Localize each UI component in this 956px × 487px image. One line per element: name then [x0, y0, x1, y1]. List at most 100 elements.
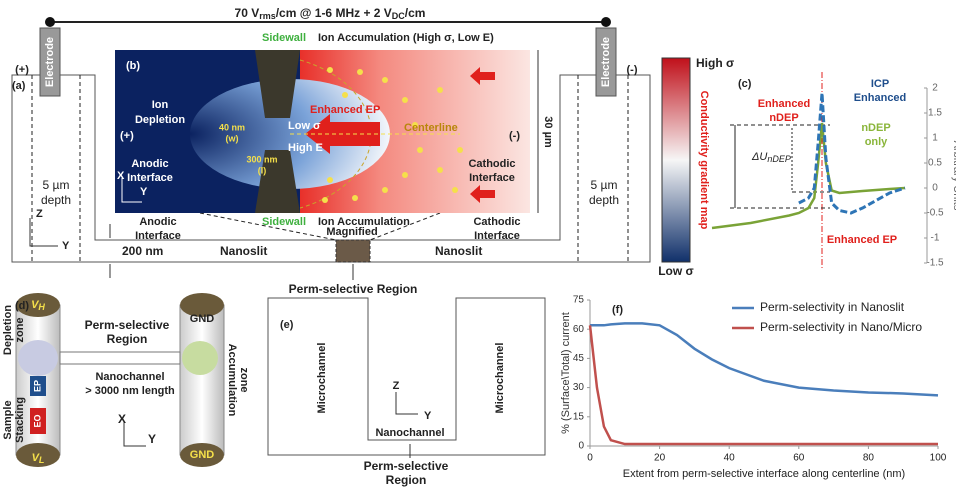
axis-letter: Z	[36, 208, 43, 220]
reservoir	[180, 305, 224, 455]
polarity: (+)	[120, 130, 134, 142]
interface-label: Cathodic	[473, 216, 520, 228]
circle	[402, 172, 408, 178]
high-e-label: High E	[288, 142, 323, 154]
nanochannel-label: > 3000 nm length	[85, 385, 175, 397]
y-tick-label: 1	[932, 133, 938, 144]
y-tick-label: 15	[573, 411, 585, 422]
depletion-label: Depletion	[2, 305, 14, 355]
ndep-label: Enhanced	[758, 98, 811, 110]
axes-icon	[396, 392, 418, 414]
electrode-label: Electrode	[44, 37, 56, 87]
y-tick-label: 75	[573, 295, 585, 306]
circle	[452, 187, 458, 193]
axes-icon	[124, 422, 146, 446]
x-tick-label: 40	[724, 453, 736, 464]
text: DC	[392, 11, 405, 21]
accumulation-label: Ion Accumulation	[318, 216, 410, 228]
stacking-label: Stacking	[14, 397, 26, 443]
depletion-label: zone	[14, 317, 26, 342]
ndep-only-label: nDEP	[861, 122, 890, 134]
text: ΔU	[751, 151, 767, 163]
centerline-label: Centerline	[404, 122, 458, 134]
text: nDEP	[767, 154, 791, 164]
text: /cm	[405, 6, 426, 20]
legend-label: Perm-selectivity in Nano/Micro	[760, 320, 922, 334]
width-label: (w)	[226, 133, 239, 143]
accumulation-label: Ion Accumulation (High σ, Low E)	[318, 32, 494, 44]
low-sigma-label: Low σ	[288, 120, 321, 132]
circle	[417, 147, 423, 153]
panel-label: (d)	[15, 300, 29, 312]
y-tick-label: 45	[573, 353, 585, 364]
interface-label: Interface	[469, 172, 515, 184]
region-label: Perm-selective	[364, 459, 449, 473]
circle	[322, 197, 328, 203]
axis-letter: X	[117, 170, 125, 182]
y-tick-label: 0	[578, 441, 584, 452]
panel-label: (e)	[280, 319, 294, 331]
icp-label: Enhanced	[854, 92, 907, 104]
region-label: Perm-selective	[85, 318, 170, 332]
delta-u-label: ΔUnDEP	[751, 151, 791, 164]
x-tick-label: 80	[863, 453, 875, 464]
colorbar-high: High σ	[696, 56, 734, 70]
nanoslit-label: Nanoslit	[435, 244, 482, 258]
y-tick-label: 30	[573, 382, 585, 393]
circle	[382, 77, 388, 83]
y-tick-label: 1.5	[928, 108, 942, 119]
accumulation-label: zone	[238, 367, 250, 392]
polarity: (-)	[509, 130, 520, 142]
series-line	[590, 325, 938, 444]
x-tick-label: 60	[793, 453, 805, 464]
depletion-zone	[18, 340, 58, 376]
axis-letter: X	[118, 412, 126, 426]
y-tick-label: 0.5	[928, 158, 942, 169]
microchannel-label: Microchannel	[494, 343, 506, 414]
y-tick-label: -1	[931, 233, 940, 244]
x-axis-label: Extent from perm-selective interface alo…	[623, 468, 905, 480]
icp-label: ICP	[871, 78, 889, 90]
panel-label: (f)	[612, 304, 623, 316]
ep-label: EP	[32, 380, 42, 392]
interface-label: Anodic	[139, 216, 176, 228]
voltage-label: 70 Vrms/cm @ 1-6 MHz + 2 VDC/cm	[235, 6, 426, 21]
accumulation-label: Accumulation	[226, 344, 238, 417]
circle	[437, 167, 443, 173]
interface-label: Anodic	[131, 158, 168, 170]
ndep-only-label: only	[865, 136, 888, 148]
panel-label: (c)	[738, 78, 752, 90]
sidewall-label: Sidewall	[262, 32, 306, 44]
text: /cm @ 1-6 MHz + 2 V	[276, 6, 392, 20]
x-tick-label: 100	[930, 453, 947, 464]
axis-letter: Z	[393, 380, 400, 392]
height-label: 30 µm	[542, 116, 554, 148]
gnd-label: GND	[190, 313, 215, 325]
region-label: Region	[386, 473, 427, 487]
page: {"panel_labels": ["(a)", "(b)", "(c)", "…	[0, 0, 956, 487]
region-label: Region	[107, 332, 148, 346]
y-tick-label: 0	[932, 183, 938, 194]
interface-label: Interface	[127, 172, 173, 184]
panel-label: (a)	[12, 80, 26, 92]
circle	[357, 69, 363, 75]
axis-letter: Y	[148, 432, 156, 446]
circle	[437, 87, 443, 93]
microchannel-label: Microchannel	[316, 343, 328, 414]
circle	[352, 195, 358, 201]
eo-label: EO	[32, 414, 42, 427]
circle	[457, 147, 463, 153]
gnd-label: GND	[190, 449, 215, 461]
gap-label: 200 nm	[122, 244, 163, 258]
wire-end	[601, 17, 611, 27]
circle	[382, 187, 388, 193]
panel-label: (b)	[126, 60, 140, 72]
colorbar-title: Conductivity gradient map	[698, 91, 710, 230]
ep-label: Enhanced EP	[827, 234, 897, 246]
x-tick-label: 0	[587, 453, 593, 464]
depth-label: 5 µm	[591, 178, 618, 192]
axis-letter: Y	[62, 240, 70, 252]
depth-label: depth	[589, 193, 619, 207]
y-tick-label: 60	[573, 324, 585, 335]
nanoslit-label: Nanoslit	[220, 244, 267, 258]
